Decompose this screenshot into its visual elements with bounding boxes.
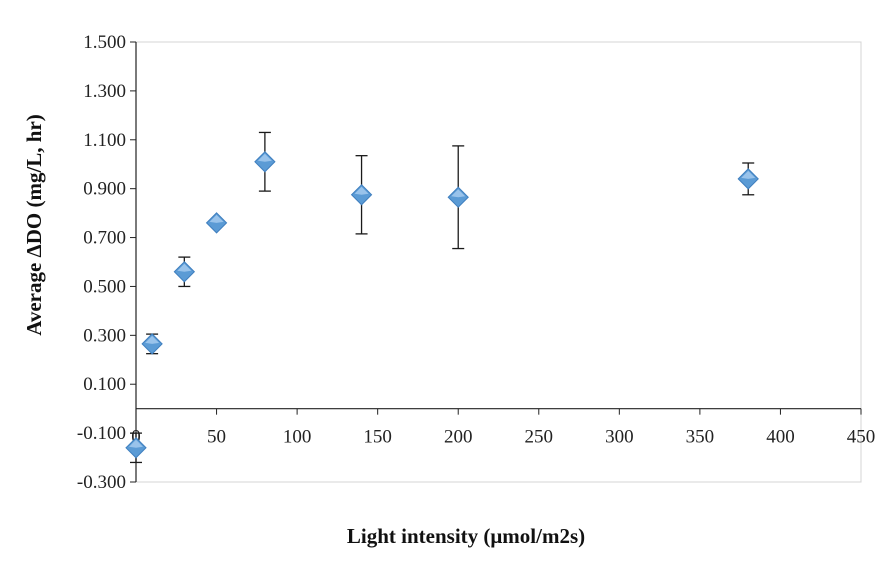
x-tick-label: 350 (686, 427, 715, 448)
y-tick-label: 1.300 (83, 81, 126, 102)
x-tick-label: 250 (525, 427, 554, 448)
data-points (125, 151, 759, 459)
data-point-highlight (129, 439, 143, 448)
data-point-highlight (741, 170, 756, 179)
data-point-highlight (451, 189, 466, 198)
error-bars (130, 131, 755, 464)
y-tick-label: 1.100 (83, 130, 126, 151)
x-tick-label: 400 (766, 427, 795, 448)
y-tick-label: 0.500 (83, 276, 126, 297)
y-tick-label: 0.900 (83, 179, 126, 200)
x-tick-label: 50 (207, 427, 226, 448)
data-point-highlight (354, 186, 369, 195)
data-point-highlight (145, 335, 160, 344)
plot-area-border (135, 41, 862, 483)
y-tick-label: 0.100 (83, 374, 126, 395)
y-axis-title: Average ΔDO (mg/L, hr) (22, 114, 46, 336)
y-tick-label: -0.300 (77, 472, 126, 493)
y-axis-ticks: -0.300 -0.100 0.100 0.300 0.500 0.700 0.900 1.1… (77, 32, 136, 493)
data-point-highlight (177, 263, 192, 272)
x-tick-label: 200 (444, 427, 473, 448)
axes (135, 42, 861, 482)
y-tick-label: 1.500 (83, 32, 126, 53)
x-tick-label: 300 (605, 427, 634, 448)
x-axis-title: Light intensity (μmol/m2s) (347, 524, 585, 548)
data-point-highlight (209, 214, 224, 223)
x-tick-label: 450 (847, 427, 876, 448)
x-tick-label: 100 (283, 427, 312, 448)
y-tick-label: 0.700 (83, 228, 126, 249)
data-point-highlight (257, 153, 272, 162)
y-tick-label: 0.300 (83, 325, 126, 346)
y-tick-label: -0.100 (77, 423, 126, 444)
x-tick-label: 150 (363, 427, 392, 448)
